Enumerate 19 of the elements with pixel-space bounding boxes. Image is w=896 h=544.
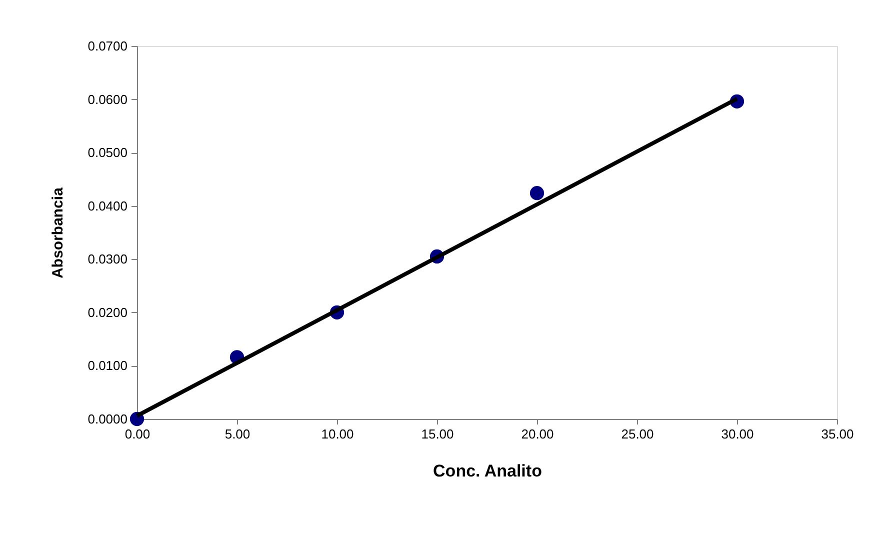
point xyxy=(530,186,544,200)
x-axis-title: Conc. Analito xyxy=(433,462,542,480)
y-tick-label: 0.0000 xyxy=(88,412,128,426)
y-tick-label: 0.0700 xyxy=(88,38,128,54)
x-tick-label: 35.00 xyxy=(821,426,854,442)
y-tick-label: 0.0100 xyxy=(88,358,128,374)
y-tick-label: 0.0500 xyxy=(88,145,128,160)
x-tick-label: 30.00 xyxy=(721,426,754,442)
y-tick-label: 0.0200 xyxy=(88,304,128,320)
y-tick-label: 0.0300 xyxy=(88,252,128,267)
x-tick-label: 15.00 xyxy=(421,426,454,442)
x-tick-label: 0.00 xyxy=(124,426,150,442)
x-tick-label: 5.00 xyxy=(224,426,250,442)
y-tick-label: 0.0600 xyxy=(88,92,128,107)
y-axis-title: Absorbancia xyxy=(50,186,67,278)
y-tick-label: 0.0400 xyxy=(88,198,128,214)
x-tick-label: 10.00 xyxy=(321,426,354,442)
x-tick-label: 20.00 xyxy=(521,426,554,442)
x-tick-label: 25.00 xyxy=(621,426,654,442)
